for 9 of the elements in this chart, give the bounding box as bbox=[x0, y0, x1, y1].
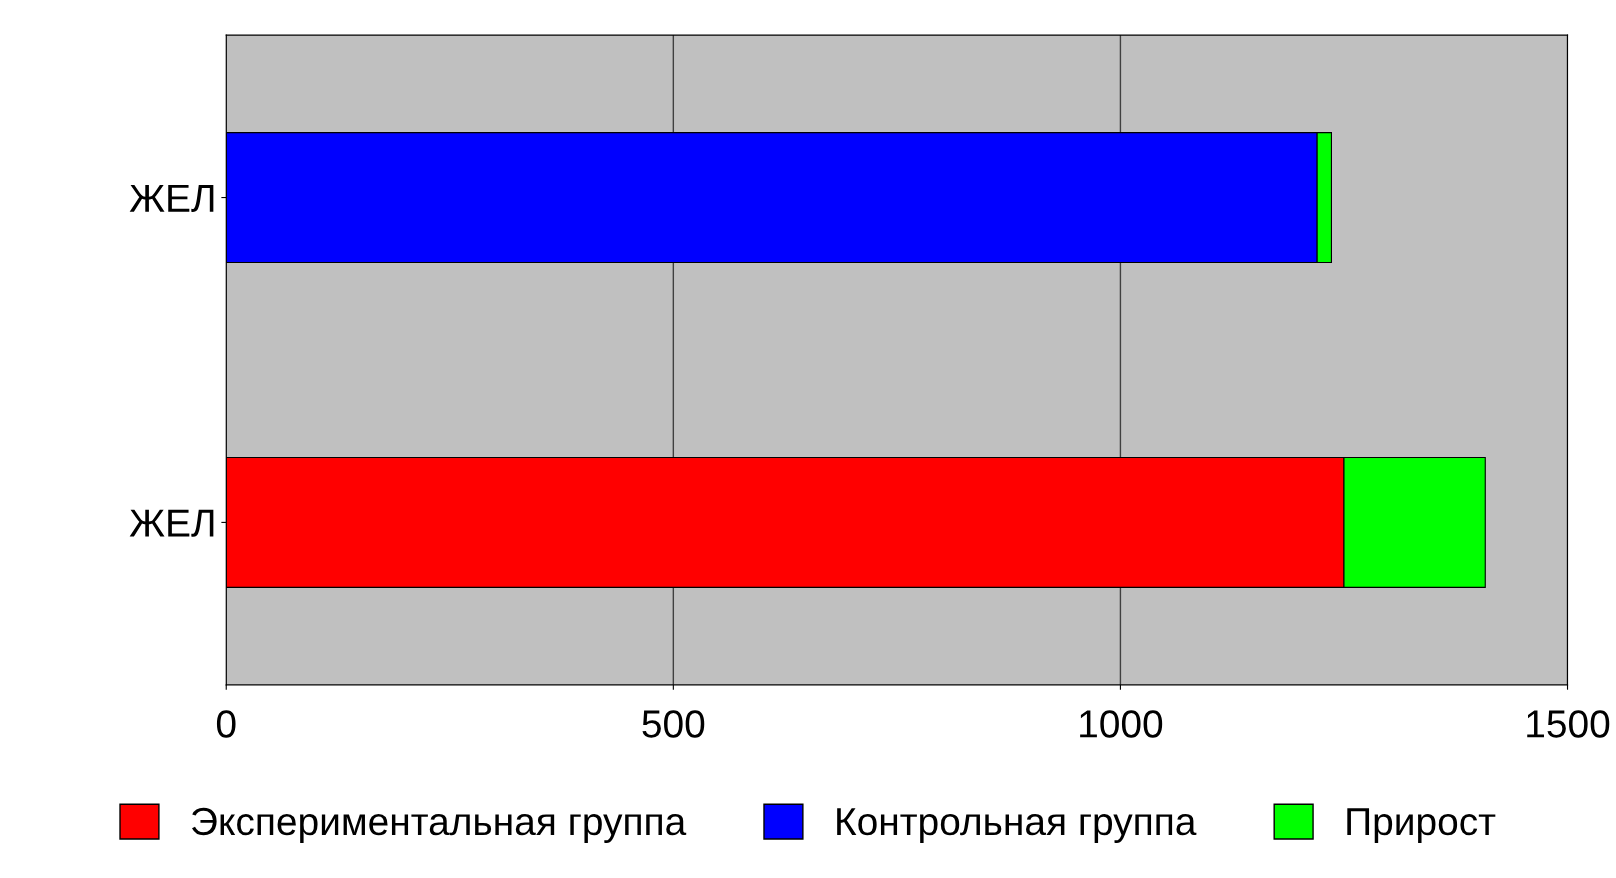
x-tick-label: 1000 bbox=[1080, 710, 1163, 738]
x-tick-label: 0 bbox=[216, 710, 236, 738]
legend-label: Экспериментальная группа bbox=[192, 807, 687, 843]
legend-label: Контрольная группа bbox=[837, 808, 1197, 843]
x-tick-label: 1500 bbox=[1527, 710, 1610, 738]
y-tick-label: ЖЕЛ bbox=[129, 509, 214, 537]
legend-label: Прирост bbox=[1347, 808, 1496, 843]
x-tick-label: 500 bbox=[642, 710, 705, 738]
y-tick-label: ЖЕЛ bbox=[129, 184, 214, 212]
